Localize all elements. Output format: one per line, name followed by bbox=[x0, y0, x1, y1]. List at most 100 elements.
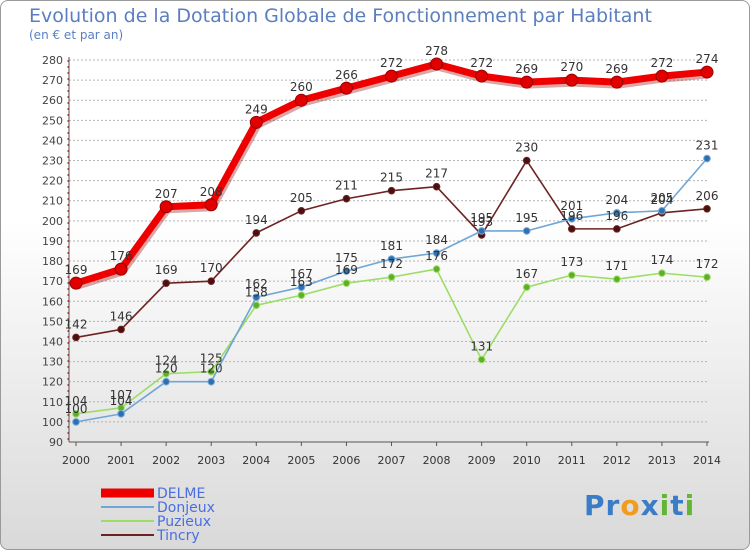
x-tick-label: 2001 bbox=[107, 454, 135, 467]
data-point bbox=[610, 75, 624, 89]
y-tick-label: 240 bbox=[42, 134, 63, 147]
data-label: 176 bbox=[425, 249, 448, 263]
data-label: 142 bbox=[65, 317, 88, 331]
data-label: 104 bbox=[110, 394, 133, 408]
y-tick-label: 250 bbox=[42, 114, 63, 127]
y-tick-label: 100 bbox=[42, 416, 63, 429]
data-label: 100 bbox=[65, 402, 88, 416]
data-label: 217 bbox=[425, 167, 448, 181]
data-label: 146 bbox=[110, 309, 133, 323]
x-tick-label: 2013 bbox=[648, 454, 676, 467]
data-label: 207 bbox=[155, 187, 178, 201]
data-label: 249 bbox=[245, 102, 268, 116]
data-point bbox=[204, 198, 218, 212]
data-label: 124 bbox=[155, 354, 178, 368]
data-point bbox=[387, 186, 396, 195]
data-label: 120 bbox=[155, 362, 178, 376]
series-layer bbox=[69, 57, 714, 426]
data-point bbox=[567, 225, 576, 233]
logo-letter: x bbox=[640, 489, 660, 522]
chart-subtitle: (en € et par an) bbox=[29, 28, 124, 42]
data-point bbox=[162, 279, 170, 287]
data-label: 162 bbox=[245, 277, 268, 291]
data-label: 230 bbox=[515, 141, 538, 155]
data-label: 211 bbox=[335, 179, 358, 193]
proxiti-logo: Proxiti bbox=[584, 489, 695, 522]
y-tick-label: 160 bbox=[42, 295, 63, 308]
data-label: 172 bbox=[696, 257, 719, 271]
data-point bbox=[387, 273, 396, 281]
logo-letter: i bbox=[659, 489, 671, 522]
axes: 9010011012013014015016017018019020021022… bbox=[42, 54, 721, 467]
data-point bbox=[430, 57, 444, 71]
data-point bbox=[567, 271, 576, 279]
legend-label-delme: DELME bbox=[157, 486, 205, 502]
x-tick-label: 2007 bbox=[378, 454, 406, 467]
data-label: 195 bbox=[470, 211, 493, 225]
data-label: 272 bbox=[650, 56, 673, 70]
data-label: 120 bbox=[200, 362, 223, 376]
data-label: 260 bbox=[290, 80, 313, 94]
data-point bbox=[520, 75, 534, 89]
logo-letter: r bbox=[605, 489, 621, 522]
data-point bbox=[700, 65, 714, 79]
data-point bbox=[385, 69, 398, 83]
data-label: 204 bbox=[605, 193, 628, 207]
y-tick-label: 220 bbox=[42, 175, 63, 188]
data-point bbox=[162, 369, 170, 378]
x-tick-label: 2012 bbox=[603, 454, 631, 467]
x-tick-label: 2006 bbox=[332, 454, 360, 467]
x-tick-label: 2011 bbox=[558, 454, 586, 467]
data-label: 278 bbox=[425, 44, 448, 58]
gridlines bbox=[69, 59, 709, 443]
data-point bbox=[162, 377, 170, 386]
data-label: 266 bbox=[335, 68, 358, 82]
data-point bbox=[294, 93, 308, 107]
data-point bbox=[477, 227, 486, 235]
data-point bbox=[342, 267, 351, 275]
data-point bbox=[117, 325, 125, 334]
data-label: 167 bbox=[515, 267, 538, 281]
data-point bbox=[342, 194, 351, 203]
data-label: 107 bbox=[110, 388, 133, 402]
data-point bbox=[297, 283, 306, 291]
y-tick-label: 260 bbox=[42, 94, 63, 107]
data-label: 173 bbox=[560, 255, 583, 269]
x-tick-label: 2010 bbox=[513, 454, 541, 467]
x-tick-label: 2005 bbox=[287, 454, 315, 467]
data-label: 176 bbox=[110, 249, 133, 263]
data-point bbox=[432, 249, 441, 257]
data-label: 181 bbox=[380, 239, 403, 253]
data-label: 269 bbox=[515, 62, 538, 76]
legend-label-donjeux: Donjeux bbox=[157, 500, 215, 516]
x-tick-label: 2009 bbox=[468, 454, 496, 467]
data-point bbox=[613, 209, 621, 217]
data-point bbox=[703, 204, 711, 213]
data-point bbox=[477, 355, 486, 364]
data-point bbox=[522, 156, 531, 165]
legend-label-puzieux: Puzieux bbox=[157, 514, 211, 530]
data-point bbox=[69, 276, 83, 290]
x-tick-label: 2000 bbox=[62, 454, 90, 467]
logo-letter: P bbox=[584, 489, 606, 522]
x-tick-label: 2002 bbox=[152, 454, 180, 467]
data-label: 195 bbox=[515, 211, 538, 225]
data-label: 205 bbox=[290, 191, 313, 205]
x-tick-label: 2003 bbox=[197, 454, 225, 467]
data-point bbox=[72, 410, 80, 418]
data-point bbox=[114, 262, 128, 276]
data-label: 231 bbox=[696, 139, 719, 153]
data-point bbox=[117, 410, 125, 418]
chart-title: Evolution de la Dotation Globale de Fonc… bbox=[29, 5, 652, 27]
y-tick-label: 190 bbox=[42, 235, 63, 248]
data-label: 167 bbox=[290, 267, 313, 281]
data-label: 174 bbox=[650, 253, 673, 267]
data-labels: 169 176 207 208 249 260 266 272 278 272 269 270 269 2… bbox=[65, 44, 719, 416]
data-point bbox=[703, 273, 711, 281]
y-tick-label: 110 bbox=[42, 396, 63, 409]
logo-letter: i bbox=[684, 489, 696, 522]
data-point bbox=[252, 301, 261, 310]
